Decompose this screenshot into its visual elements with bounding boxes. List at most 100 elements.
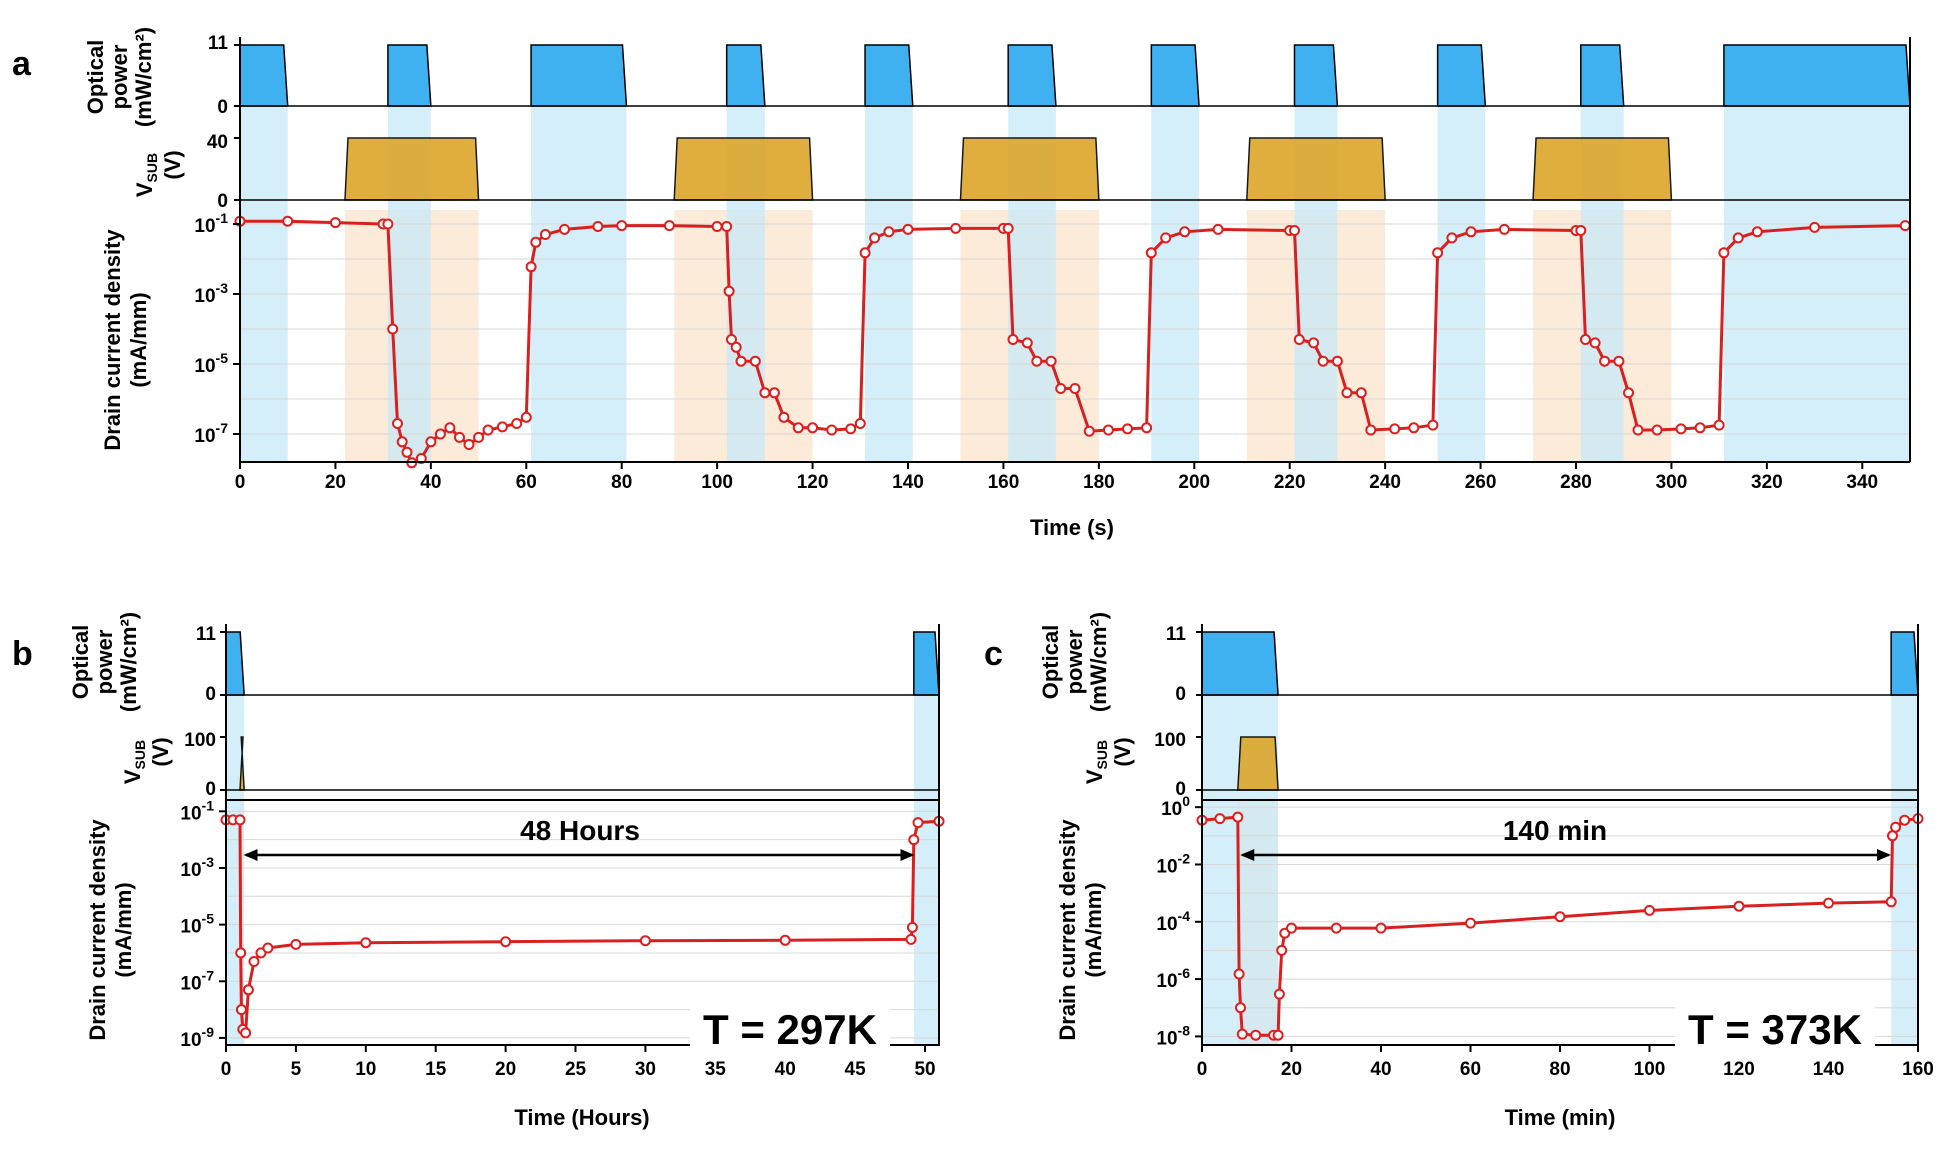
current-point-83 <box>1589 337 1601 349</box>
current-point-45 <box>883 226 895 238</box>
xtick-label-5: 25 <box>565 1059 587 1080</box>
panel-a-optical-pulses <box>239 44 1911 107</box>
current-point-37 <box>778 411 790 423</box>
panel-b-vsub-ylabel: VSUB (V) <box>120 737 173 784</box>
xtick-label-12: 240 <box>1369 472 1401 493</box>
current-point-5 <box>1236 1028 1248 1040</box>
current-point-44 <box>869 232 881 244</box>
ytick-label-2: 10-5 <box>180 911 214 938</box>
ytick-label-1: 10-3 <box>194 280 228 307</box>
current-point-84 <box>1599 355 1611 367</box>
current-point-46 <box>902 223 914 235</box>
current-point-20 <box>1885 896 1897 908</box>
c-vsub-ylabel-unit: (V) <box>1110 737 1135 766</box>
current-point-90 <box>1694 422 1706 434</box>
panel-a-axes <box>234 37 1911 463</box>
panel-b-xticks: 0 5 10 15 20 25 30 35 40 45 50 <box>221 1045 936 1080</box>
ytick-label-4: 10-8 <box>1156 1022 1190 1049</box>
current-point-95 <box>1809 221 1821 233</box>
current-point-16 <box>1554 911 1566 923</box>
xtick-label-11: 220 <box>1274 472 1306 493</box>
panel-c-xlabel: Time (min) <box>1505 1105 1616 1130</box>
current-point-92 <box>1718 247 1730 259</box>
xtick-label-10: 200 <box>1178 472 1210 493</box>
current-ylabel-line1: Drain current density <box>100 229 125 451</box>
vsub-pulse-3 <box>1245 137 1386 201</box>
current-point-63 <box>1212 223 1224 235</box>
xtick-label-8: 160 <box>1902 1059 1934 1080</box>
panel-b-label: b <box>12 635 33 673</box>
current-point-49 <box>1002 222 1014 234</box>
current-point-69 <box>1331 355 1343 367</box>
xtick-label-1: 20 <box>1281 1059 1302 1080</box>
current-point-71 <box>1355 387 1367 399</box>
b-current-ylabel-line1: Drain current density <box>85 819 110 1041</box>
current-point-14 <box>1375 922 1387 934</box>
current-point-39 <box>807 422 819 434</box>
light-band-1 <box>1891 695 1918 1045</box>
current-point-35 <box>759 387 771 399</box>
panel-a-current-trace <box>234 215 1911 469</box>
panel-c-bands <box>1202 695 1918 1045</box>
c-optical-ytick-0: 0 <box>1175 684 1186 705</box>
xtick-label-4: 80 <box>1549 1059 1570 1080</box>
current-point-23 <box>539 229 551 240</box>
current-point-38 <box>792 422 804 434</box>
current-point-77 <box>1446 232 1458 244</box>
current-point-53 <box>1045 355 1057 367</box>
b-vsub-ylabel-unit: (V) <box>148 737 173 766</box>
current-point-12 <box>434 428 446 440</box>
current-point-6 <box>1250 1029 1262 1041</box>
panel-b-xlabel: Time (Hours) <box>514 1105 649 1130</box>
xtick-label-7: 35 <box>705 1059 727 1080</box>
current-point-17 <box>906 921 918 933</box>
current-ylabel-line2: (mA/mm) <box>126 292 151 387</box>
current-point-10 <box>262 942 274 954</box>
current-point-2 <box>329 217 341 229</box>
current-point-13 <box>444 422 456 434</box>
light-band-2 <box>531 106 627 462</box>
current-point-60 <box>1145 247 1157 259</box>
light-band-8 <box>1437 106 1486 462</box>
panel-a-xlabel: Time (s) <box>1030 515 1114 540</box>
vsub-pulse-1 <box>673 137 814 201</box>
current-point-15 <box>1465 917 1476 929</box>
current-point-7 <box>242 984 254 996</box>
current-point-6 <box>240 1027 252 1039</box>
current-point-43 <box>859 247 871 259</box>
xtick-label-2: 10 <box>355 1059 376 1080</box>
current-point-91 <box>1713 419 1725 431</box>
light-band-10 <box>1723 106 1910 462</box>
current-point-54 <box>1055 383 1067 394</box>
xtick-label-7: 140 <box>892 472 924 493</box>
current-point-18 <box>496 421 508 433</box>
current-point-67 <box>1308 337 1320 349</box>
c-vsub-ylabel-main: VSUB <box>1082 740 1110 784</box>
current-point-75 <box>1427 419 1439 431</box>
b-optical-ylabel-line1: Optical <box>68 625 93 700</box>
xtick-label-4: 80 <box>611 472 632 493</box>
current-point-16 <box>905 933 917 945</box>
panel-a-current-ylabel: Drain current density (mA/mm) <box>100 229 151 451</box>
c-current-ylabel-line1: Drain current density <box>1055 819 1080 1041</box>
current-point-62 <box>1179 226 1191 238</box>
current-point-4 <box>1235 1002 1246 1014</box>
current-point-6 <box>392 418 403 429</box>
current-point-79 <box>1498 223 1510 235</box>
ytick-label-2: 10-5 <box>194 350 228 377</box>
current-point-57 <box>1102 424 1114 436</box>
panel-b-current-trace <box>220 814 945 1039</box>
panel-b-current-ylabel: Drain current density (mA/mm) <box>85 819 136 1041</box>
c-optical-ylabel-line2: power <box>1062 629 1087 694</box>
current-point-27 <box>663 220 675 232</box>
b-optical-ytick-11: 11 <box>196 624 217 645</box>
ytick-label-3: 10-7 <box>194 420 228 447</box>
panel-b-duration-label: 48 Hours <box>520 815 640 846</box>
current-point-3 <box>235 947 247 959</box>
optical-pulse-1 <box>913 631 940 696</box>
current-point-8 <box>248 956 260 967</box>
current-point-5 <box>387 323 399 335</box>
xtick-label-3: 15 <box>425 1059 447 1080</box>
current-point-51 <box>1021 337 1033 349</box>
current-point-32 <box>730 341 742 353</box>
